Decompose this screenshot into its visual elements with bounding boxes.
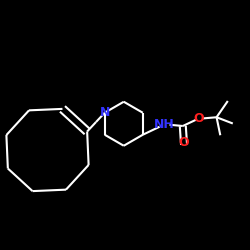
- Text: N: N: [100, 106, 110, 119]
- Text: O: O: [179, 136, 189, 149]
- Text: NH: NH: [154, 118, 174, 131]
- Text: O: O: [194, 112, 204, 125]
